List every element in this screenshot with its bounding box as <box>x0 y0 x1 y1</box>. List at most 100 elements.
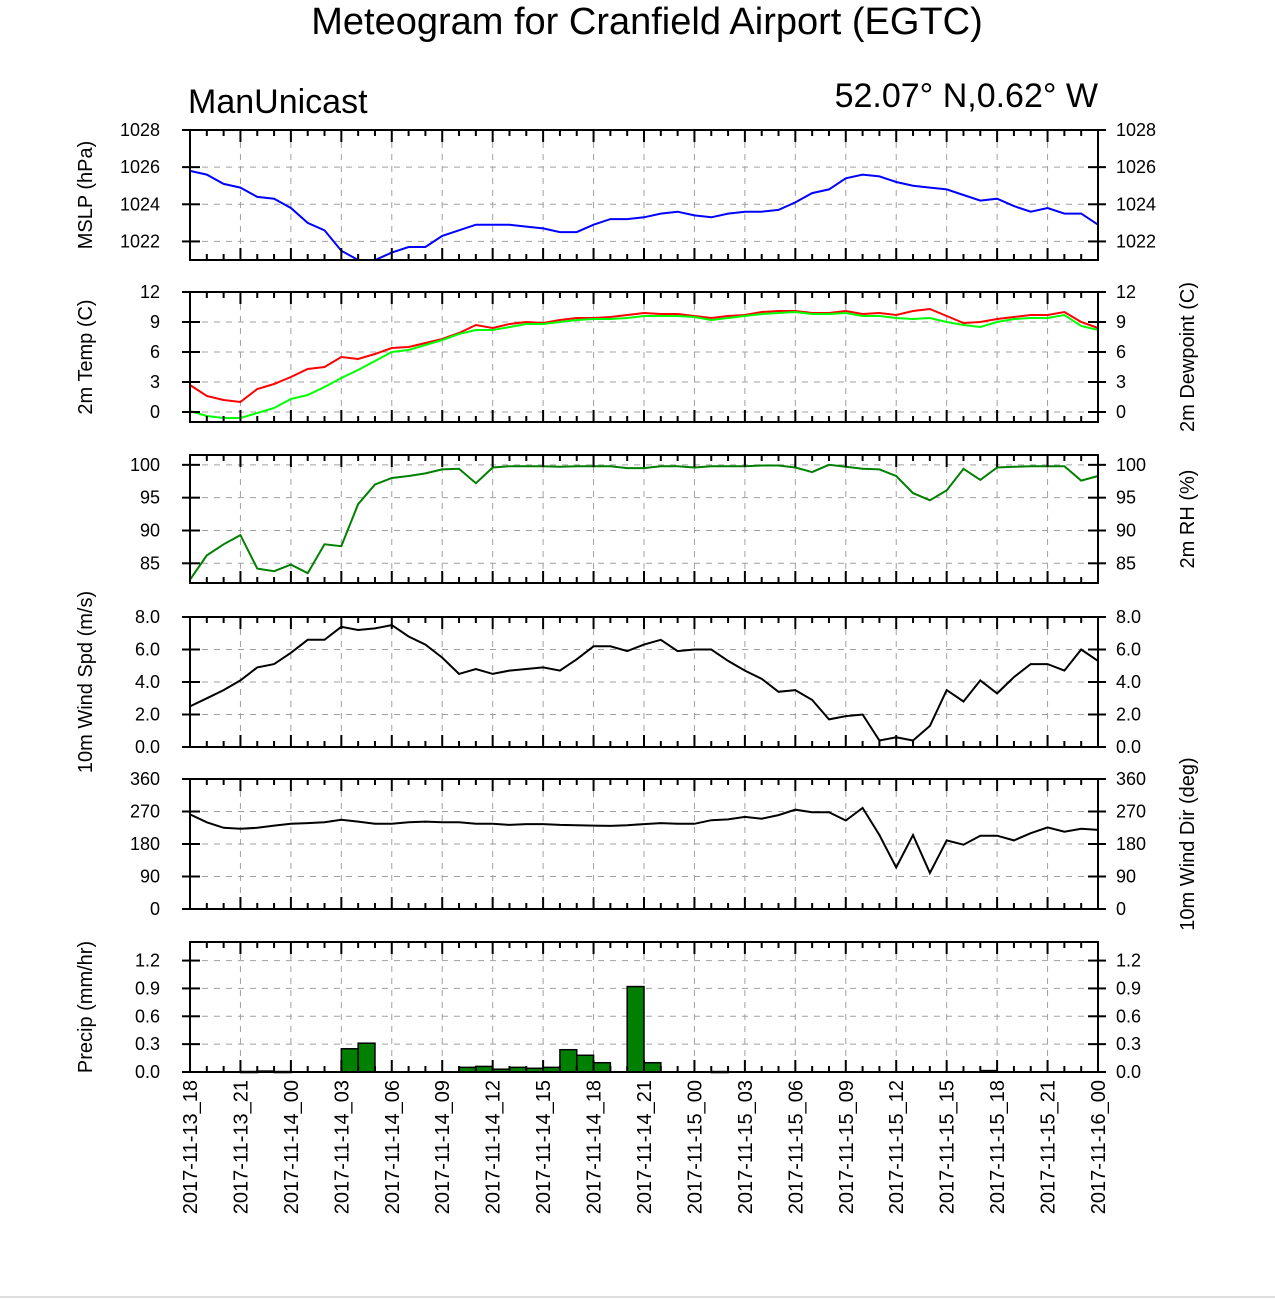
y-tick-label-left: 85 <box>140 553 160 573</box>
y-tick-label-right: 1026 <box>1116 157 1156 177</box>
panels-group: 1022 1022 1024 1024 1026 1026 1028 1028 MSLP (hP… <box>75 120 1199 1082</box>
time-tick-label: 2017-11-14_15 <box>533 1080 555 1214</box>
time-tick-label: 2017-11-14_18 <box>584 1080 606 1214</box>
y-axis-label-left: Precip (mm/hr) <box>75 941 97 1073</box>
y-tick-label-right: 95 <box>1116 488 1136 508</box>
precip-bar <box>559 1048 578 1073</box>
y-tick-label-right: 0.9 <box>1116 978 1141 998</box>
y-tick-label-left: 360 <box>130 769 160 789</box>
time-tick-label: 2017-11-14_21 <box>634 1080 656 1214</box>
y-tick-label-left: 0 <box>150 899 160 919</box>
y-tick-label-right: 1024 <box>1116 194 1156 214</box>
chart-title: Meteogram for Cranfield Airport (EGTC) <box>311 1 983 43</box>
y-axis-label-right: 2m RH (%) <box>1177 470 1199 569</box>
y-tick-label-left: 2.0 <box>135 705 160 725</box>
y-tick-label-left: 8.0 <box>135 607 160 627</box>
y-tick-label-left: 12 <box>140 282 160 302</box>
precip-bar <box>626 985 645 1073</box>
time-tick-label: 2017-11-14_12 <box>483 1080 505 1214</box>
time-tick-label: 2017-11-14_06 <box>382 1080 404 1214</box>
y-tick-label-right: 0 <box>1116 402 1126 422</box>
y-tick-label-right: 4.0 <box>1116 672 1141 692</box>
y-tick-label-right: 270 <box>1116 802 1146 822</box>
y-tick-label-left: 0.6 <box>135 1006 160 1026</box>
panel-wspd: 0.0 0.0 2.0 2.0 4.0 4.0 6.0 6.0 8.0 8.0 10m Wind S… <box>75 591 1141 773</box>
y-tick-label-right: 12 <box>1116 282 1136 302</box>
panel-precip: 0.0 0.0 0.3 0.3 0.6 0.6 0.9 0.9 1.2 1.2 Precip (mm… <box>75 941 1141 1082</box>
y-tick-label-left: 90 <box>140 867 160 887</box>
y-axis-label-left: 2m Temp (C) <box>75 299 97 414</box>
time-tick-label: 2017-11-16_00 <box>1088 1080 1110 1214</box>
y-tick-label-left: 95 <box>140 488 160 508</box>
time-tick-label: 2017-11-15_09 <box>836 1080 858 1214</box>
y-tick-label-right: 6 <box>1116 342 1126 362</box>
time-tick-label: 2017-11-15_15 <box>937 1080 959 1214</box>
location-label: 52.07° N,0.62° W <box>835 77 1098 115</box>
y-tick-label-left: 0.0 <box>135 1062 160 1082</box>
panel-mslp: 1022 1022 1024 1024 1026 1026 1028 1028 MSLP (hP… <box>75 120 1156 261</box>
y-axis-label-left: MSLP (hPa) <box>75 141 97 250</box>
time-tick-label: 2017-11-14_09 <box>432 1080 454 1214</box>
y-tick-label-right: 90 <box>1116 520 1136 540</box>
y-tick-label-right: 100 <box>1116 455 1146 475</box>
y-tick-label-right: 9 <box>1116 312 1126 332</box>
series-line-temp <box>189 307 1099 404</box>
time-tick-label: 2017-11-15_03 <box>735 1080 757 1214</box>
precip-bar <box>340 1048 359 1073</box>
y-tick-label-left: 3 <box>150 372 160 392</box>
y-tick-label-left: 0.0 <box>135 737 160 757</box>
y-tick-label-right: 3 <box>1116 372 1126 392</box>
y-tick-label-right: 1022 <box>1116 231 1156 251</box>
panel-temp: 0 0 3 3 6 6 9 9 12 12 2m Temp (C) 2m Dewpoint (C) <box>75 282 1199 432</box>
time-tick-label: 2017-11-15_12 <box>886 1080 908 1214</box>
y-tick-label-left: 0.3 <box>135 1034 160 1054</box>
time-tick-label: 2017-11-15_18 <box>987 1080 1009 1214</box>
y-tick-label-left: 270 <box>130 802 160 822</box>
y-tick-label-left: 0.9 <box>135 978 160 998</box>
y-axis-label-right: 2m Dewpoint (C) <box>1177 282 1199 432</box>
panel-wdir: 0 0 90 90 180 180 270 270 360 360 10m Wind Dir (de… <box>130 757 1199 930</box>
y-axis-label-left: 10m Wind Spd (m/s) <box>75 591 97 773</box>
y-tick-label-right: 0 <box>1116 899 1126 919</box>
y-tick-label-left: 180 <box>130 834 160 854</box>
y-tick-label-right: 0.6 <box>1116 1006 1141 1026</box>
series-line-dewpoint <box>189 310 1099 419</box>
y-tick-label-right: 0.3 <box>1116 1034 1141 1054</box>
precip-bar <box>357 1042 376 1073</box>
y-tick-label-left: 1022 <box>120 231 160 251</box>
y-tick-label-right: 0.0 <box>1116 1062 1141 1082</box>
y-tick-label-right: 90 <box>1116 867 1136 887</box>
y-tick-label-left: 4.0 <box>135 672 160 692</box>
y-tick-label-right: 0.0 <box>1116 737 1141 757</box>
series-line-wind <box>189 806 1099 876</box>
series-line-rh <box>189 463 1099 581</box>
y-tick-label-left: 0 <box>150 402 160 422</box>
y-tick-label-left: 1028 <box>120 120 160 140</box>
y-tick-label-right: 2.0 <box>1116 705 1141 725</box>
panel-rh: 85 85 90 90 95 95 100 100 2m RH (%) <box>130 454 1199 584</box>
y-tick-label-left: 6.0 <box>135 640 160 660</box>
time-tick-label: 2017-11-13_18 <box>180 1080 202 1214</box>
model-label: ManUnicast <box>188 83 368 121</box>
y-tick-label-right: 1.2 <box>1116 951 1141 971</box>
y-tick-label-left: 1026 <box>120 157 160 177</box>
time-tick-label: 2017-11-13_21 <box>230 1080 252 1214</box>
y-tick-label-right: 1028 <box>1116 120 1156 140</box>
precip-bar <box>592 1061 612 1073</box>
time-axis: 2017-11-13_18 2017-11-13_21 2017-11-14_00 2… <box>180 1080 1110 1214</box>
y-tick-label-left: 9 <box>150 312 160 332</box>
y-axis-label-right: 10m Wind Dir (deg) <box>1177 757 1199 930</box>
y-tick-label-left: 6 <box>150 342 160 362</box>
precip-bar <box>575 1054 595 1073</box>
y-tick-label-right: 360 <box>1116 769 1146 789</box>
time-tick-label: 2017-11-14_00 <box>281 1080 303 1214</box>
precip-bar <box>643 1061 662 1073</box>
y-tick-label-right: 8.0 <box>1116 607 1141 627</box>
time-tick-label: 2017-11-15_00 <box>684 1080 706 1214</box>
time-tick-label: 2017-11-15_06 <box>785 1080 807 1214</box>
y-tick-label-right: 6.0 <box>1116 640 1141 660</box>
y-tick-label-right: 85 <box>1116 553 1136 573</box>
y-tick-label-left: 1024 <box>120 194 160 214</box>
y-tick-label-left: 90 <box>140 520 160 540</box>
